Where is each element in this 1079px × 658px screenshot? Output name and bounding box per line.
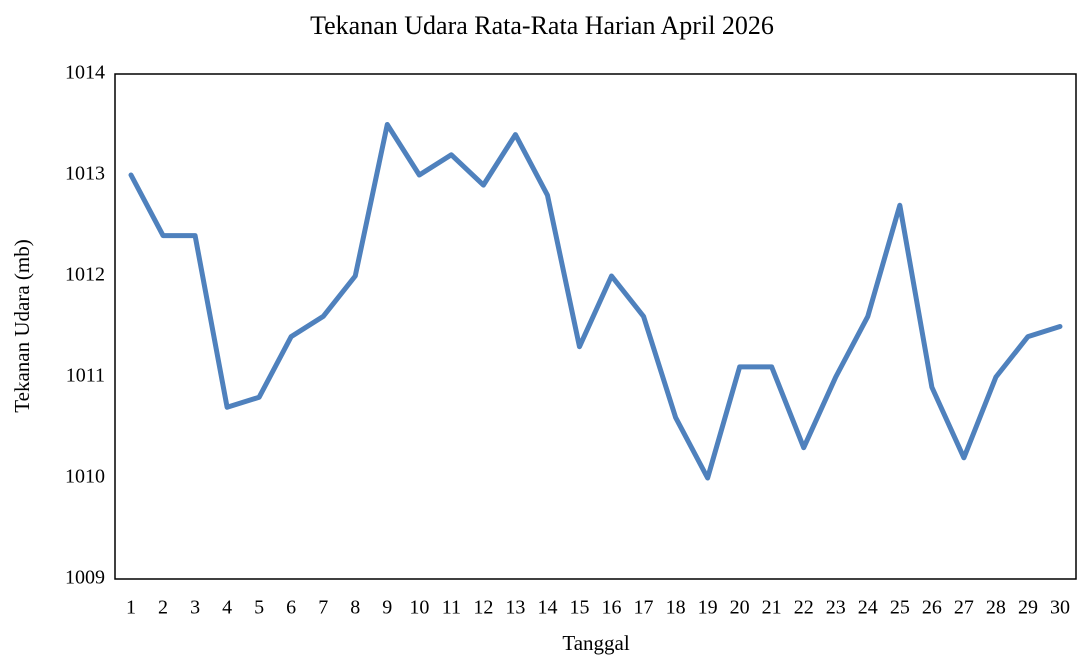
x-tick-label: 10 <box>409 597 429 619</box>
y-tick-label: 1012 <box>65 264 105 286</box>
x-tick-label: 19 <box>698 597 718 619</box>
x-tick-label: 22 <box>794 597 814 619</box>
x-tick-label: 30 <box>1050 597 1070 619</box>
x-tick-label: 11 <box>442 597 461 619</box>
x-tick-label: 5 <box>254 597 264 619</box>
x-tick-label: 3 <box>190 597 200 619</box>
y-tick-label: 1013 <box>65 163 105 185</box>
data-line <box>128 122 1063 481</box>
x-tick-label: 7 <box>318 597 328 619</box>
y-axis-label: Tekanan Udara (mb) <box>10 239 34 412</box>
x-axis-label: Tanggal <box>562 631 630 655</box>
y-tick-label: 1011 <box>66 365 105 387</box>
x-tick-label: 29 <box>1018 597 1038 619</box>
chart-title: Tekanan Udara Rata-Rata Harian April 202… <box>310 11 774 40</box>
x-tick-label: 15 <box>569 597 589 619</box>
x-tick-label: 14 <box>537 597 557 619</box>
x-tick-label: 25 <box>890 597 910 619</box>
x-tick-label: 13 <box>505 597 525 619</box>
x-tick-label: 16 <box>602 597 622 619</box>
y-tick-label: 1010 <box>65 466 105 488</box>
x-tick-label: 2 <box>158 597 168 619</box>
x-tick-label: 26 <box>922 597 942 619</box>
y-tick-label: 1009 <box>65 567 105 589</box>
plot-frame <box>114 73 1077 580</box>
x-tick-label: 4 <box>222 597 232 619</box>
x-tick-label: 18 <box>666 597 686 619</box>
x-tick-label: 8 <box>350 597 360 619</box>
x-tick-label: 6 <box>286 597 296 619</box>
x-tick-label: 24 <box>858 597 878 619</box>
x-tick-label: 17 <box>634 597 654 619</box>
x-tick-label: 20 <box>730 597 750 619</box>
x-tick-label: 1 <box>126 597 136 619</box>
x-tick-label: 23 <box>826 597 846 619</box>
x-tick-label: 9 <box>382 597 392 619</box>
x-tick-label: 27 <box>954 597 974 619</box>
x-tick-label: 28 <box>986 597 1006 619</box>
y-tick-label: 1014 <box>65 62 105 84</box>
x-tick-label: 12 <box>473 597 493 619</box>
x-tick-label: 21 <box>762 597 782 619</box>
